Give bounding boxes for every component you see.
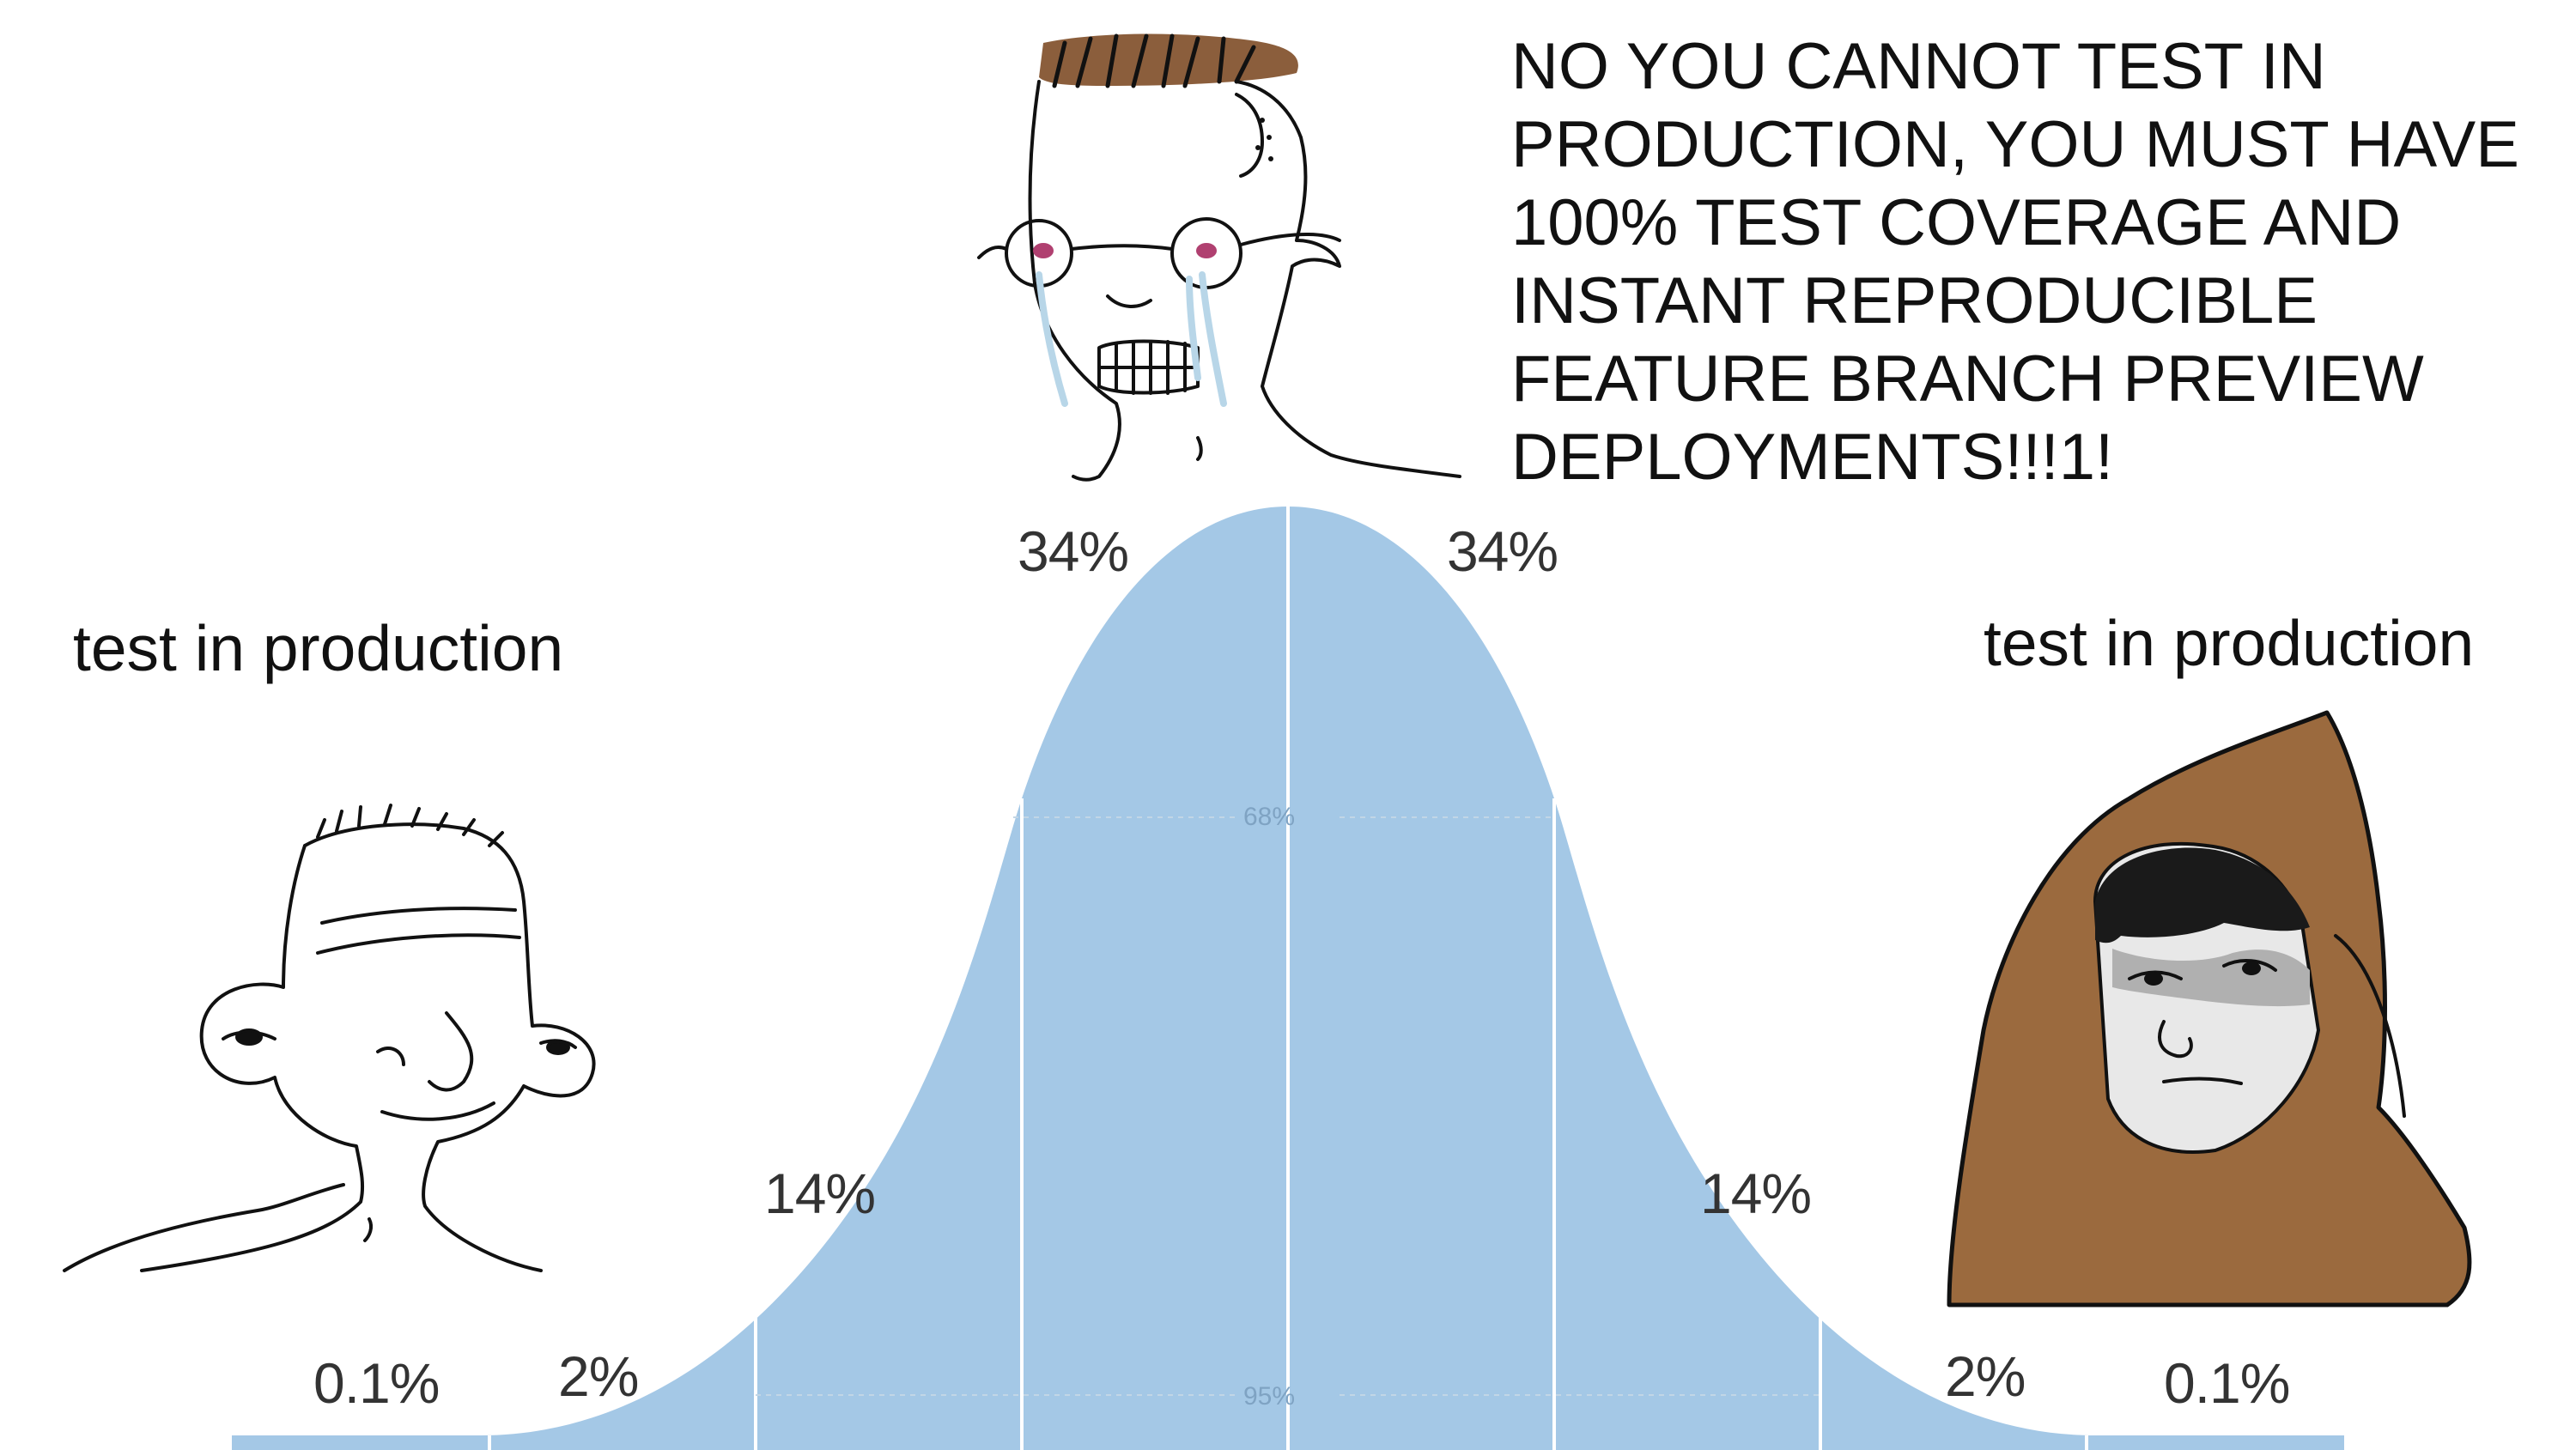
pct-label-left-tail: 2%	[558, 1344, 639, 1408]
top-quote: NO YOU CANNOT TEST IN PRODUCTION, YOU MU…	[1511, 30, 2519, 494]
sigma-dotted-guides	[756, 816, 1820, 1396]
hooded-monk-wojak	[1947, 710, 2472, 1307]
pct-label-right-center: 34%	[1447, 519, 1558, 583]
two-sigma-label: 95%	[1243, 1382, 1296, 1411]
pct-label-right-tail: 2%	[1945, 1344, 2026, 1408]
right-caption: test in production	[1984, 607, 2475, 679]
left-caption: test in production	[73, 612, 564, 684]
pct-label-left-mid: 14%	[764, 1162, 876, 1225]
one-sigma-label: 68%	[1243, 803, 1296, 831]
pct-label-left-center: 34%	[1018, 519, 1129, 583]
pct-label-far-right: 0.1%	[2164, 1351, 2290, 1415]
crying-glasses-wojak	[977, 33, 1461, 482]
pct-label-far-left: 0.1%	[313, 1351, 440, 1415]
simple-wojak	[63, 804, 596, 1272]
sigma-dividers	[488, 507, 2088, 1450]
pct-label-right-mid: 14%	[1700, 1162, 1812, 1225]
